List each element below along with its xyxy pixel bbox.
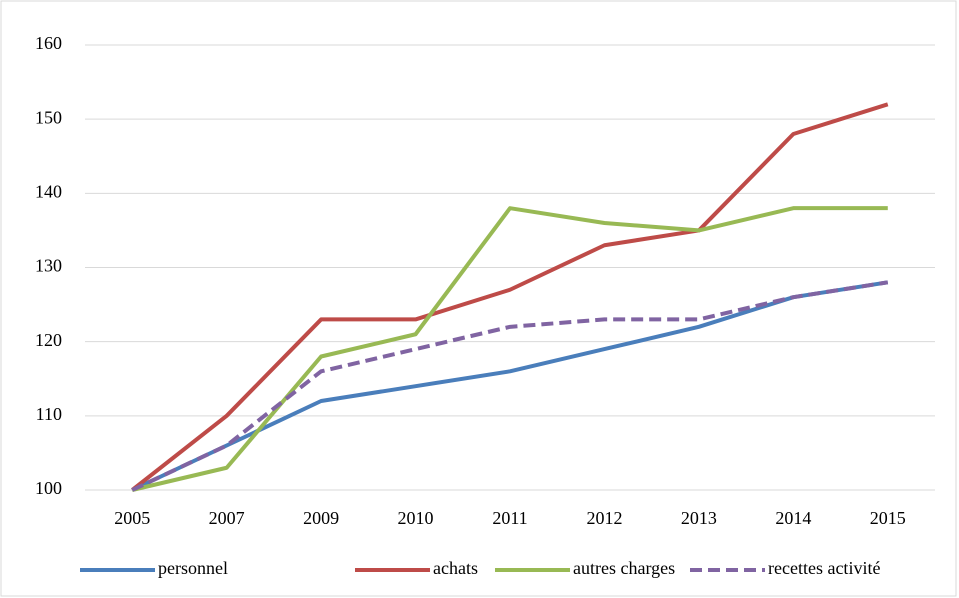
x-tick-label: 2009 xyxy=(303,508,339,528)
y-tick-label: 150 xyxy=(35,107,62,127)
series-line xyxy=(131,280,889,492)
x-tick-label: 2011 xyxy=(492,508,527,528)
y-tick-label: 140 xyxy=(35,181,62,201)
y-tick-label: 120 xyxy=(35,330,62,350)
legend-label: recettes activité xyxy=(768,558,880,578)
x-tick-label: 2012 xyxy=(586,508,622,528)
y-tick-label: 130 xyxy=(35,256,62,276)
series-line xyxy=(130,102,889,492)
x-tick-label: 2005 xyxy=(114,508,150,528)
y-tick-label: 160 xyxy=(35,33,62,53)
legend-label: achats xyxy=(433,558,478,578)
legend-label: autres charges xyxy=(573,558,675,578)
x-tick-label: 2015 xyxy=(870,508,906,528)
series-line xyxy=(131,206,888,492)
x-tick-label: 2013 xyxy=(681,508,717,528)
y-tick-label: 110 xyxy=(36,404,62,424)
x-tick-label: 2007 xyxy=(209,508,245,528)
y-tick-label: 100 xyxy=(35,478,62,498)
legend-label: personnel xyxy=(158,558,228,578)
x-tick-label: 2014 xyxy=(775,508,811,528)
x-tick-label: 2010 xyxy=(398,508,434,528)
